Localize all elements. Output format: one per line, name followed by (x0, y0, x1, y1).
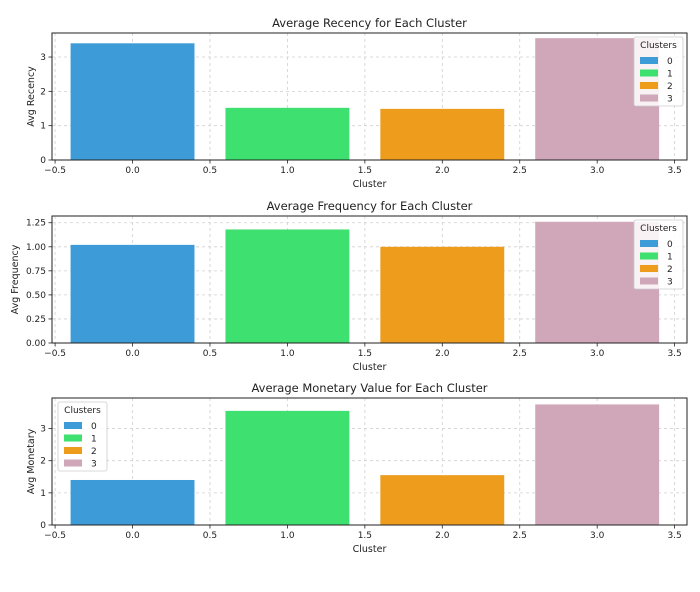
legend-swatch (640, 94, 658, 102)
chart-title: Average Monetary Value for Each Cluster (251, 381, 487, 395)
x-tick-label: 3.5 (667, 349, 681, 359)
bar-cluster-2 (380, 475, 505, 525)
x-tick-label: 1.5 (358, 349, 372, 359)
x-tick-label: 2.5 (513, 349, 527, 359)
legend-label: 2 (667, 82, 673, 92)
bar-cluster-1 (225, 107, 350, 160)
y-tick-label: 1 (40, 122, 46, 132)
x-tick-label: 2.0 (435, 166, 450, 176)
y-axis-label: Avg Frequency (10, 244, 21, 314)
legend-swatch (64, 447, 82, 454)
x-tick-label: 0.0 (125, 166, 140, 176)
chart-panel-0: Average Recency for Each Cluster −0.5 0.0 0… (26, 16, 688, 190)
legend-swatch (64, 422, 82, 429)
legend-title: Clusters (640, 41, 677, 51)
legend-label: 1 (91, 435, 97, 445)
x-tick-label: 0.0 (125, 531, 140, 541)
x-tick-label: 3.0 (590, 166, 605, 176)
y-tick-label: 1.25 (26, 219, 46, 229)
x-tick-label: 3.5 (667, 531, 681, 541)
y-tick-label: 2 (40, 87, 46, 97)
y-tick-label: 2 (40, 457, 46, 467)
chart-title: Average Frequency for Each Cluster (267, 199, 473, 213)
legend-label: 3 (667, 278, 673, 288)
y-axis-label: Avg Recency (26, 66, 37, 127)
legend: Clusters 0 1 2 3 (57, 401, 108, 472)
bar-cluster-3 (535, 404, 660, 525)
legend-swatch (64, 434, 82, 442)
y-tick-label: 3 (40, 425, 46, 435)
x-tick-label: 1.0 (280, 531, 295, 541)
x-tick-label: 1.5 (358, 166, 372, 176)
x-tick-label: 3.0 (590, 349, 605, 359)
y-tick-label: 0.75 (26, 267, 46, 277)
legend-title: Clusters (64, 406, 101, 416)
x-tick-label: 3.0 (590, 531, 605, 541)
x-tick-label: 1.5 (358, 531, 372, 541)
x-tick-label: 0.5 (203, 349, 217, 359)
bar-cluster-2 (380, 108, 505, 160)
y-tick-label: 1 (40, 489, 46, 499)
y-tick-label: 0.00 (26, 339, 46, 349)
legend: Clusters 0 1 2 3 (633, 219, 684, 290)
chart-title: Average Recency for Each Cluster (272, 16, 467, 30)
x-tick-label: 1.0 (280, 166, 295, 176)
x-tick-label: 0.5 (203, 166, 217, 176)
x-tick-label: 2.0 (435, 349, 450, 359)
y-tick-label: 0.50 (26, 291, 46, 301)
legend-swatch (640, 82, 658, 89)
chart-panel-1: Average Frequency for Each Cluster−0.5 0.… (10, 199, 688, 373)
bar-cluster-0 (70, 479, 195, 525)
legend-swatch (64, 459, 82, 467)
legend-label: 0 (91, 422, 97, 432)
x-axis-label: Cluster (353, 544, 387, 555)
legend-title: Clusters (640, 224, 677, 234)
x-tick-label: 2.5 (513, 531, 527, 541)
x-tick-label: 1.0 (280, 349, 295, 359)
axes-frame (51, 32, 688, 161)
legend-swatch (640, 57, 658, 64)
y-tick-label: 0.25 (26, 315, 46, 325)
bar-cluster-2 (380, 246, 505, 343)
x-tick-label: −0.5 (44, 531, 66, 541)
bar-cluster-0 (70, 244, 195, 343)
legend-label: 1 (667, 70, 673, 80)
x-tick-label: −0.5 (44, 166, 66, 176)
axes-frame (51, 397, 688, 526)
legend-label: 0 (667, 57, 673, 67)
axes-frame (51, 215, 688, 344)
legend-label: 1 (667, 253, 673, 263)
legend-label: 2 (91, 447, 97, 457)
x-axis-label: Cluster (353, 362, 387, 373)
legend-swatch (640, 277, 658, 285)
x-tick-label: 0.0 (125, 349, 140, 359)
y-tick-label: 0 (40, 156, 46, 166)
chart-panel-2: Average Monetary Value for Each Cluster −… (26, 381, 688, 555)
legend-label: 3 (91, 460, 97, 470)
x-tick-label: 0.5 (203, 531, 217, 541)
y-axis-label: Avg Monetary (26, 428, 37, 494)
legend-swatch (640, 240, 658, 247)
legend-label: 2 (667, 265, 673, 275)
legend-swatch (640, 69, 658, 77)
y-tick-label: 3 (40, 53, 46, 63)
bar-cluster-0 (70, 43, 195, 160)
x-tick-label: 2.0 (435, 531, 450, 541)
x-tick-label: 3.5 (667, 166, 681, 176)
x-tick-label: 2.5 (513, 166, 527, 176)
legend-label: 0 (667, 240, 673, 250)
legend: Clusters 0 1 2 3 (633, 36, 684, 107)
legend-label: 3 (667, 95, 673, 105)
y-tick-label: 1.00 (26, 243, 46, 253)
legend-swatch (640, 252, 658, 260)
bar-cluster-1 (225, 229, 350, 343)
x-tick-label: −0.5 (44, 349, 66, 359)
x-axis-label: Cluster (353, 179, 387, 190)
y-tick-label: 0 (40, 521, 46, 531)
legend-swatch (640, 265, 658, 272)
bar-cluster-1 (225, 410, 350, 525)
